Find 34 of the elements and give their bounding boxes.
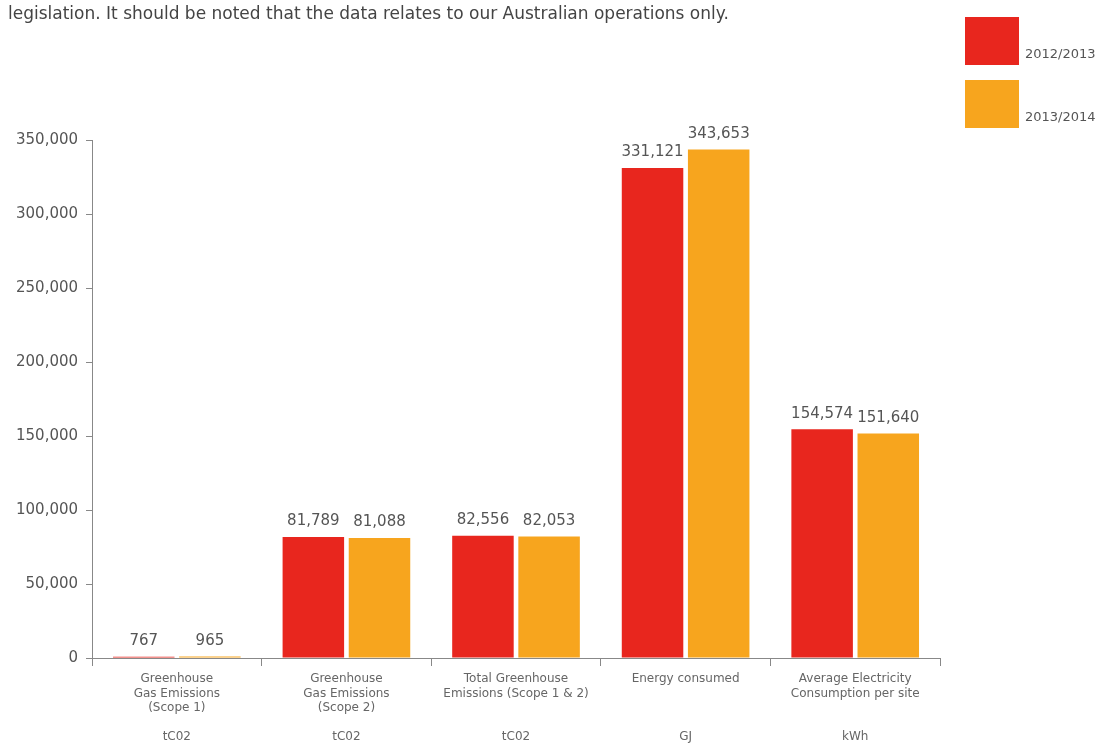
y-tick-label: 300,000 (16, 203, 79, 222)
bar (687, 149, 750, 658)
text: 2013/2014 (1025, 109, 1096, 124)
data-label: 154,574 (791, 403, 854, 422)
data-label: 81,088 (353, 512, 406, 531)
y-tick-label: 0 (68, 647, 79, 666)
data-label: 82,556 (456, 510, 510, 529)
y-tick-label: 350,000 (16, 129, 79, 148)
bar (282, 536, 345, 658)
category-label: Total Greenhouse Emissions (Scope 1 & 2) tC02 (443, 671, 589, 743)
text: 2012/2013 (1025, 46, 1096, 61)
category-label: Greenhouse Gas Emissions (Scope 2) tC02 (303, 671, 390, 743)
data-label: 343,653 (687, 123, 750, 142)
category-label: Average Electricity Consumption per site kWh (790, 671, 920, 743)
data-label: 151,640 (857, 407, 920, 426)
y-tick-label: 250,000 (16, 277, 79, 296)
data-label: 82,053 (522, 510, 576, 529)
category-label: Greenhouse Gas Emissions (Scope 1) tC02 (133, 671, 221, 743)
bar (791, 429, 853, 658)
y-tick-label: 50,000 (25, 573, 79, 592)
y-tick-label: 200,000 (16, 351, 79, 370)
data-label: 331,121 (621, 142, 684, 161)
bar (348, 537, 411, 658)
bar (518, 536, 580, 658)
data-label: 965 (195, 630, 225, 649)
bar (857, 433, 920, 658)
bar (621, 167, 684, 658)
bar (452, 535, 514, 658)
data-label: 767 (129, 631, 159, 650)
category-label: Energy consumed GJ (631, 671, 740, 743)
text: legislation. It should be noted that the data relates to our Australian operations only. (8, 2, 729, 23)
y-tick-label: 150,000 (16, 425, 79, 444)
data-label: 81,789 (287, 511, 340, 530)
y-tick-label: 100,000 (16, 499, 79, 518)
